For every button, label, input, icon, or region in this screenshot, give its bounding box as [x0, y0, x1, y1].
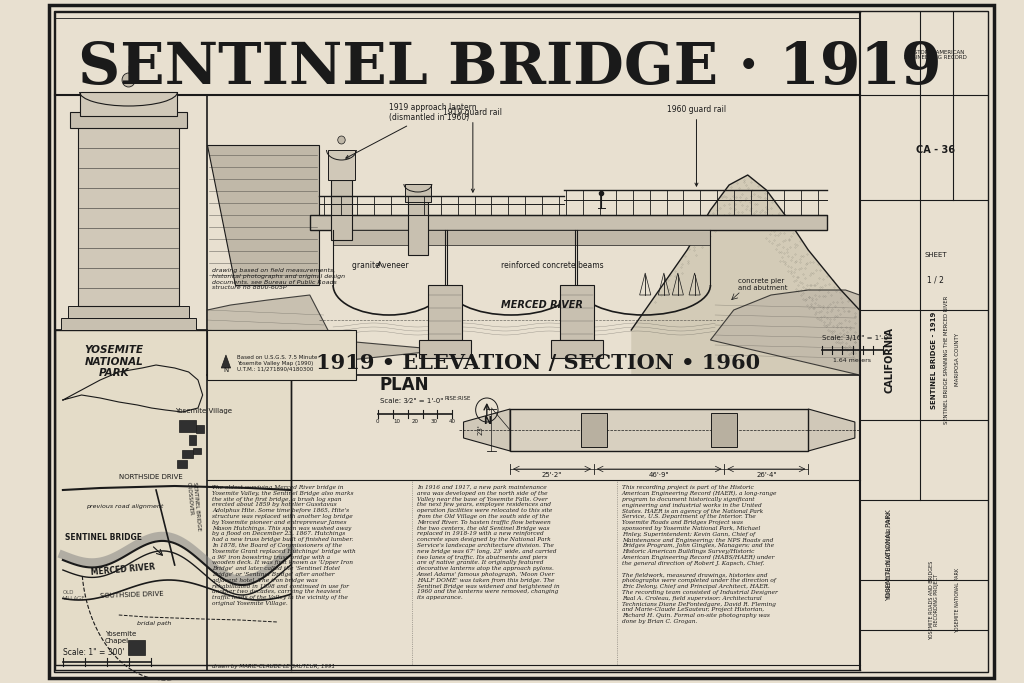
Bar [69, 306, 188, 318]
Text: 1960 guard rail: 1960 guard rail [667, 105, 726, 186]
Bar [510, 409, 808, 451]
Text: 1919 • ELEVATION / SECTION • 1960: 1919 • ELEVATION / SECTION • 1960 [316, 353, 760, 373]
Polygon shape [221, 355, 230, 368]
Circle shape [122, 73, 135, 87]
Text: YOSEMITE
NATIONAL
PARK: YOSEMITE NATIONAL PARK [85, 345, 143, 378]
Text: 10: 10 [393, 419, 400, 424]
Text: bridal path: bridal path [137, 621, 172, 626]
Text: N: N [223, 367, 228, 373]
Text: previous road alignment: previous road alignment [86, 504, 164, 509]
Text: 46'·9": 46'·9" [649, 472, 670, 478]
Bar [80, 92, 177, 116]
Bar [419, 340, 471, 358]
Bar [194, 448, 201, 454]
Bar [408, 200, 428, 255]
Text: 1.64 meters: 1.64 meters [834, 358, 871, 363]
Text: CA - 36: CA - 36 [916, 145, 955, 155]
Polygon shape [207, 145, 319, 285]
Bar [333, 230, 711, 245]
Polygon shape [464, 409, 510, 451]
Polygon shape [711, 290, 859, 375]
Text: SENTINEL BRIDGE - 1919: SENTINEL BRIDGE - 1919 [931, 311, 937, 408]
Text: Yosemite
Chapel: Yosemite Chapel [104, 631, 136, 644]
Text: SHEET: SHEET [925, 252, 947, 258]
Text: HISTORIC AMERICAN
ENGINEERING RECORD: HISTORIC AMERICAN ENGINEERING RECORD [904, 50, 968, 60]
Text: The oldest surviving Merced River bridge in
Yosemite Valley, the Sentinel Bridge: The oldest surviving Merced River bridge… [212, 485, 355, 606]
Text: SENTINEL BRIDGE SPANNING THE MERCED RIVER: SENTINEL BRIDGE SPANNING THE MERCED RIVE… [944, 296, 948, 424]
Text: reinforced concrete beams: reinforced concrete beams [501, 261, 603, 270]
Text: MARIE-CLAUDE LE SAUTEUR, 1991: MARIE-CLAUDE LE SAUTEUR, 1991 [887, 513, 892, 598]
Text: Scale: 1" = 300': Scale: 1" = 300' [62, 648, 124, 657]
Bar [177, 460, 186, 468]
Text: 20: 20 [412, 419, 419, 424]
Bar [581, 413, 607, 447]
Text: SENTINEL BRIDGE · 1919: SENTINEL BRIDGE · 1919 [79, 40, 942, 96]
Text: In 1916 and 1917, a new park maintenance
area was developed on the north side of: In 1916 and 1917, a new park maintenance… [417, 485, 559, 600]
Text: 1919 approach lantern
(dismantled in 1960): 1919 approach lantern (dismantled in 196… [346, 102, 476, 158]
Text: drawing based on field measurements,
historical photographs and original design
: drawing based on field measurements, his… [212, 268, 345, 290]
Bar [712, 413, 737, 447]
Text: RISE:RISE: RISE:RISE [444, 396, 471, 401]
Text: NORTHSIDE DRIVE: NORTHSIDE DRIVE [119, 474, 182, 480]
Text: 1 / 2: 1 / 2 [928, 275, 944, 285]
Bar [551, 340, 603, 358]
Bar [428, 285, 462, 340]
Circle shape [338, 136, 345, 144]
Text: N: N [482, 416, 490, 426]
Text: MERCED RIVER: MERCED RIVER [501, 300, 583, 310]
Text: 26'·4": 26'·4" [756, 472, 776, 478]
Text: Yosemite Village: Yosemite Village [175, 408, 231, 414]
Bar [61, 318, 197, 330]
Bar [128, 640, 144, 655]
Text: MARIPOSA COUNTY: MARIPOSA COUNTY [954, 333, 959, 387]
Text: Scale: 3⁄2" = 1'-0": Scale: 3⁄2" = 1'-0" [380, 398, 443, 404]
Bar [331, 180, 351, 240]
Bar [78, 120, 179, 306]
Text: MERCED RIVER: MERCED RIVER [91, 562, 156, 577]
Text: drawn by MARIE-CLAUDE LE SAUTEUR, 1991: drawn by MARIE-CLAUDE LE SAUTEUR, 1991 [212, 664, 335, 669]
Text: This recording project is part of the Historic
American Engineering Record (HAER: This recording project is part of the Hi… [622, 485, 777, 624]
Bar [71, 112, 186, 128]
Bar [188, 435, 197, 445]
Text: concrete pier
and abutment: concrete pier and abutment [738, 278, 787, 291]
Bar [329, 150, 354, 180]
Text: granite veneer: granite veneer [351, 261, 409, 270]
Bar [182, 450, 194, 458]
Text: SOUTHSIDE DRIVE: SOUTHSIDE DRIVE [100, 591, 164, 599]
Bar [207, 330, 356, 380]
Text: 1919 guard rail: 1919 guard rail [443, 108, 503, 192]
Text: 40: 40 [449, 419, 456, 424]
Text: 30: 30 [430, 419, 437, 424]
Text: YOSEMITE ROADS AND BRIDGES
RECORDING PROJECT: YOSEMITE ROADS AND BRIDGES RECORDING PRO… [929, 560, 939, 639]
Bar [310, 215, 827, 230]
Text: Based on U.S.G.S. 7.5 Minute
Yosemite Valley Map (1990)
U.T.M.: 11/271890/418030: Based on U.S.G.S. 7.5 Minute Yosemite Va… [238, 355, 317, 372]
Text: Scale: 3/16" = 1'-0": Scale: 3/16" = 1'-0" [822, 335, 892, 341]
Bar [197, 425, 204, 433]
Bar [404, 184, 431, 202]
Text: OLD
VILLAGE: OLD VILLAGE [62, 590, 86, 601]
Text: YOSEMITE NATIONAL PARK: YOSEMITE NATIONAL PARK [954, 568, 959, 632]
Bar [560, 285, 594, 340]
Text: PLAN: PLAN [380, 376, 429, 394]
Bar [55, 330, 291, 665]
Bar [179, 420, 197, 432]
Polygon shape [808, 409, 855, 451]
Text: SENTINEL BRIDGE: SENTINEL BRIDGE [65, 533, 141, 542]
Text: CALIFORNIA: CALIFORNIA [885, 327, 894, 393]
Text: 0: 0 [376, 419, 380, 424]
Polygon shape [207, 295, 444, 375]
Text: YOSEMITE NATIONAL PARK: YOSEMITE NATIONAL PARK [887, 509, 892, 601]
Text: 23': 23' [477, 425, 483, 435]
Text: SENTINEL BRIDGE
CROSSOVER: SENTINEL BRIDGE CROSSOVER [186, 482, 201, 531]
Text: 25'·2": 25'·2" [542, 472, 562, 478]
